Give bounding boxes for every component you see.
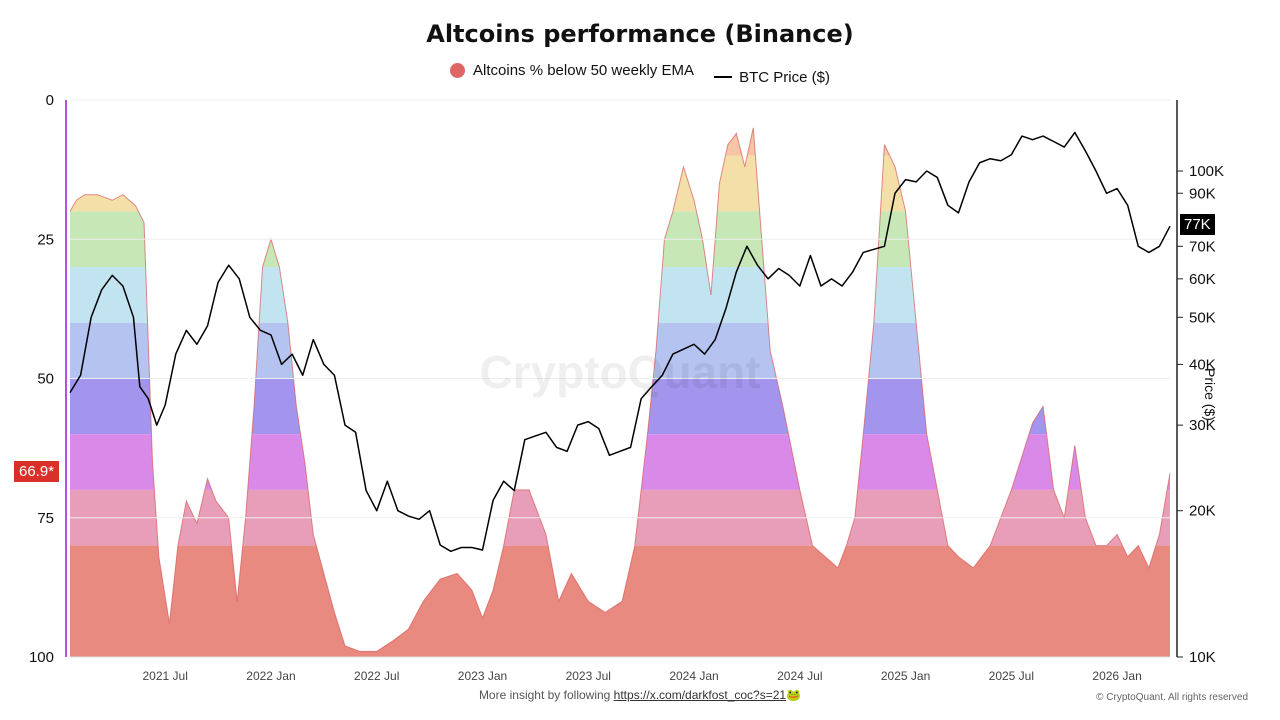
current-value-badge: 66.9* — [14, 461, 60, 483]
x-tick-label: 2025 Jan — [881, 669, 930, 683]
altcoin-series-line — [69, 127, 1171, 652]
left-tick-label: 100 — [29, 649, 54, 666]
watermark: CryptoQuant — [479, 346, 760, 398]
chart-title: Altcoins performance (Binance) — [426, 20, 854, 48]
band-3 — [70, 267, 1170, 323]
legend-label-btc: BTC Price ($) — [739, 68, 830, 86]
right-tick-label: 90K — [1189, 185, 1216, 202]
x-tick-label: 2024 Jul — [777, 669, 822, 683]
x-tick-label: 2025 Jul — [989, 669, 1034, 683]
footer-link[interactable]: https://x.com/darkfost_coc?s=21 — [613, 688, 787, 702]
btc-current-badge: 77K — [1180, 214, 1215, 236]
right-tick-label: 60K — [1189, 271, 1216, 288]
right-tick-label: 70K — [1189, 238, 1216, 255]
legend-item-altcoins[interactable]: Altcoins % below 50 weekly EMA — [450, 62, 694, 79]
x-tick-label: 2022 Jan — [246, 669, 295, 683]
right-tick-label: 100K — [1189, 163, 1224, 180]
right-tick-label: 40K — [1189, 356, 1216, 373]
left-tick-label: 50 — [37, 371, 54, 388]
band-8 — [70, 545, 1170, 657]
x-tick-label: 2021 Jul — [143, 669, 188, 683]
x-tick-label: 2024 Jan — [669, 669, 718, 683]
legend-swatch-btc — [714, 76, 733, 78]
legend-swatch-altcoins — [450, 63, 466, 78]
x-tick-label: 2023 Jul — [566, 669, 611, 683]
frog-icon: 🐸 — [786, 688, 802, 702]
x-tick-label: 2022 Jul — [354, 669, 399, 683]
left-tick-label: 25 — [37, 231, 54, 248]
x-tick-label: 2023 Jan — [458, 669, 507, 683]
right-axis-title: Price ($) — [1202, 368, 1218, 421]
left-tick-label: 75 — [37, 510, 54, 527]
copyright: © CryptoQuant. All rights reserved — [1096, 692, 1248, 703]
right-tick-label: 20K — [1189, 503, 1216, 520]
legend-item-btc[interactable]: BTC Price ($) — [714, 69, 830, 86]
legend-label-altcoins: Altcoins % below 50 weekly EMA — [473, 62, 694, 79]
footer-text: More insight by following — [478, 688, 614, 702]
band-0 — [70, 127, 1170, 156]
band-1 — [70, 155, 1170, 212]
left-tick-label: 0 — [46, 92, 54, 109]
right-tick-label: 10K — [1189, 649, 1216, 666]
btc-price-line — [69, 131, 1171, 553]
legend: Altcoins % below 50 weekly EMA BTC Price… — [0, 62, 1280, 86]
band-6 — [70, 434, 1170, 490]
x-tick-label: 2026 Jan — [1092, 669, 1141, 683]
footer: More insight by following https://x.com/… — [0, 688, 1280, 702]
right-tick-label: 30K — [1189, 417, 1216, 434]
right-tick-label: 50K — [1189, 309, 1216, 326]
